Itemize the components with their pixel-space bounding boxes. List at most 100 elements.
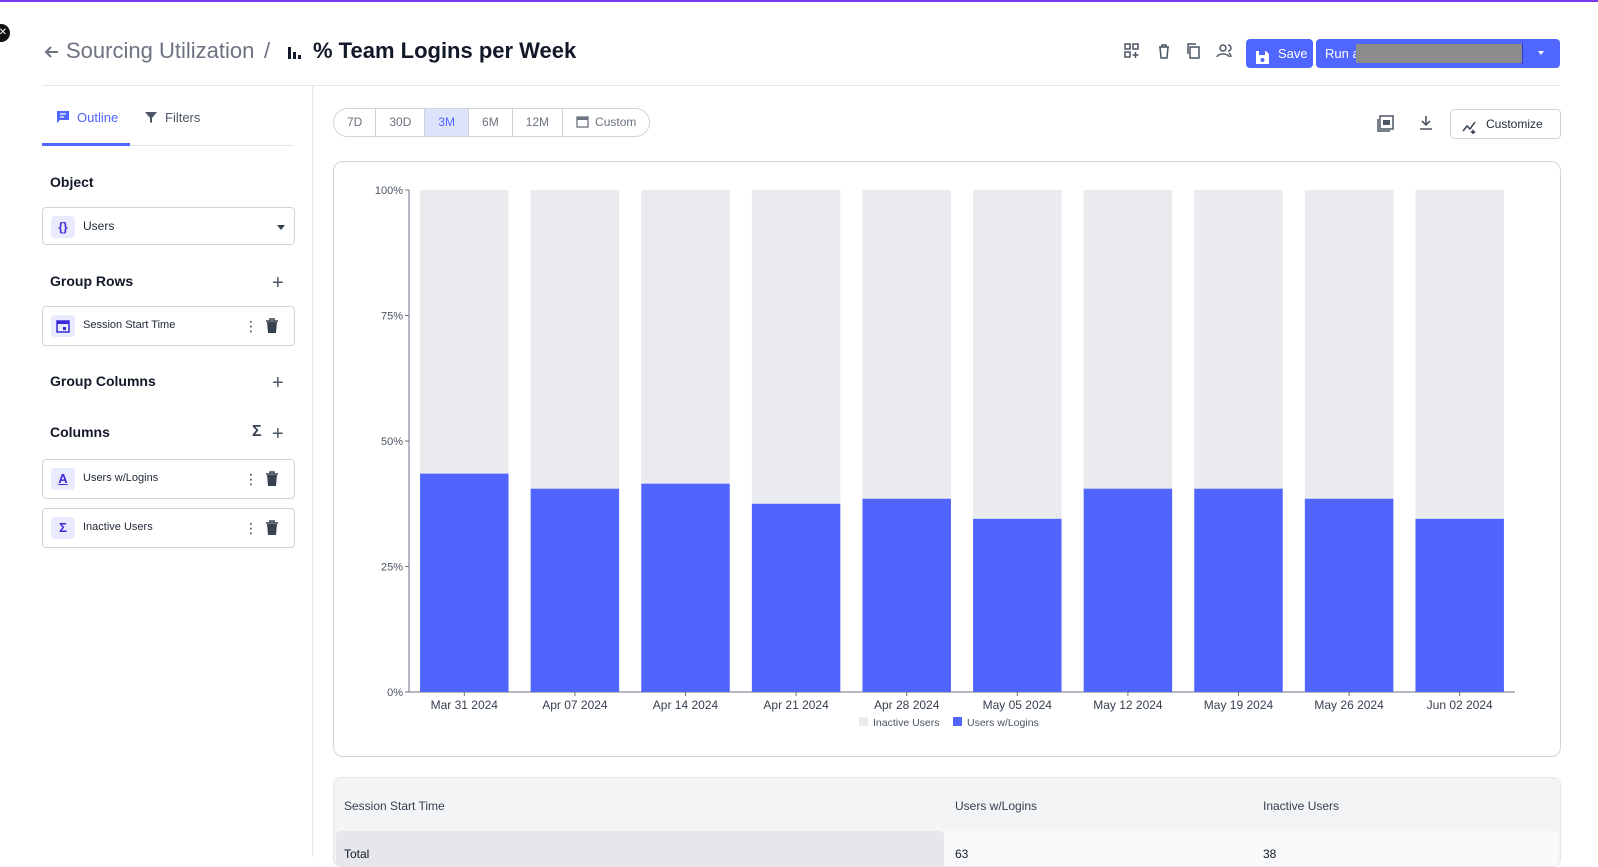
legend-swatch-logins (953, 717, 962, 726)
breadcrumb-separator: / (264, 38, 271, 63)
x-tick-label: May 26 2024 (1314, 698, 1384, 712)
bar-users-logins (1304, 498, 1394, 692)
bar-inactive-users (973, 190, 1062, 519)
more-options-icon[interactable]: ⋮ (244, 520, 258, 536)
chart-card: 0% 25% 50% 75% 100% Mar 31 2024 Apr 07 2024 Apr… (333, 161, 1561, 757)
add-widget-icon[interactable] (1123, 42, 1145, 64)
more-options-icon[interactable]: ⋮ (244, 318, 258, 334)
x-tick-label: Apr 14 2024 (653, 698, 719, 712)
legend-label-inactive: Inactive Users (873, 717, 940, 729)
save-icon (1255, 46, 1270, 64)
delete-icon[interactable] (1155, 42, 1177, 64)
trash-icon[interactable] (265, 520, 279, 536)
sparkle-chart-icon (1462, 116, 1478, 135)
bar-users-logins (420, 473, 509, 692)
group-rows-title: Group Rows (50, 273, 134, 289)
column-header-session-start[interactable]: Session Start Time (344, 799, 445, 813)
bar-inactive-users (862, 190, 951, 499)
bar-inactive-users (530, 190, 620, 489)
run-dropdown-button[interactable]: Run a (1316, 39, 1560, 68)
customize-label: Customize (1486, 117, 1543, 131)
table-cell-bg (336, 831, 944, 866)
bar-inactive-users (641, 190, 730, 484)
text-a-icon: A (51, 468, 75, 490)
bar-users-logins (1083, 488, 1173, 692)
bar-users-logins (641, 483, 730, 692)
tab-outline[interactable]: Outline (55, 108, 131, 148)
table-cell: Total (344, 847, 370, 861)
table-cell: 38 (1263, 847, 1277, 861)
legend-label-logins: Users w/Logins (967, 717, 1039, 729)
breadcrumb-parent[interactable]: Sourcing Utilization (66, 38, 255, 63)
run-divider (1522, 43, 1523, 64)
column-item[interactable]: Σ Inactive Users ⋮ (42, 508, 295, 548)
range-30d[interactable]: 30D (376, 109, 426, 136)
column-label: Inactive Users (83, 521, 153, 533)
outline-icon (55, 109, 71, 125)
x-tick-label: May 12 2024 (1093, 698, 1163, 712)
tab-active-indicator (42, 143, 130, 146)
run-label: Run a (1325, 46, 1360, 61)
y-tick-label: 100% (375, 185, 403, 197)
tab-outline-label: Outline (77, 110, 119, 125)
download-icon[interactable] (1417, 114, 1435, 132)
bar-users-logins (751, 503, 841, 692)
sidebar: Outline Filters Object {} Users Group Ro… (0, 86, 313, 857)
add-column-icon[interactable]: + (272, 423, 284, 445)
customize-button[interactable]: Customize (1450, 109, 1561, 139)
column-header-users-logins[interactable]: Users w/Logins (955, 799, 1038, 813)
range-6m[interactable]: 6M (469, 109, 513, 136)
bar-users-logins (1194, 488, 1283, 692)
share-users-icon[interactable] (1216, 42, 1238, 64)
tab-filters-label: Filters (165, 110, 201, 125)
redacted-mask (1356, 44, 1522, 63)
copy-icon[interactable] (1185, 42, 1207, 64)
column-item[interactable]: A Users w/Logins ⋮ (42, 459, 295, 499)
table-row (336, 831, 1558, 866)
bar-users-logins (973, 518, 1062, 692)
calendar-icon (576, 111, 589, 128)
close-icon[interactable]: ✕ (0, 24, 10, 42)
sigma-icon[interactable]: Σ (252, 423, 262, 440)
add-group-row-icon[interactable]: + (272, 272, 284, 294)
bar-inactive-users (1083, 190, 1173, 489)
back-arrow-icon[interactable] (42, 42, 62, 62)
column-label: Users w/Logins (83, 472, 159, 484)
range-12m[interactable]: 12M (513, 109, 564, 136)
date-range-selector: 7D 30D 3M 6M 12M Custom (333, 108, 651, 137)
column-header-inactive-users[interactable]: Inactive Users (1263, 799, 1340, 813)
y-tick-label: 25% (381, 562, 403, 574)
export-pdf-icon[interactable] (1377, 114, 1395, 132)
x-tick-label: Apr 07 2024 (542, 698, 608, 712)
range-7d[interactable]: 7D (334, 109, 377, 136)
tab-filters[interactable]: Filters (143, 108, 223, 148)
legend-swatch-inactive (859, 717, 868, 726)
more-options-icon[interactable]: ⋮ (244, 471, 258, 487)
object-section-title: Object (50, 174, 94, 190)
range-3m[interactable]: 3M (425, 109, 470, 136)
group-row-label: Session Start Time (83, 319, 176, 331)
object-select-value: Users (83, 219, 115, 233)
bar-inactive-users (1194, 190, 1283, 489)
group-row-item[interactable]: Session Start Time ⋮ (42, 306, 295, 346)
chevron-down-icon[interactable] (1538, 51, 1544, 55)
sigma-icon: Σ (51, 517, 75, 539)
save-label: Save (1278, 46, 1308, 61)
bar-inactive-users (751, 190, 841, 504)
add-group-column-icon[interactable]: + (272, 372, 284, 394)
range-custom[interactable]: Custom (563, 109, 649, 136)
filter-icon (143, 109, 159, 125)
braces-icon: {} (51, 216, 75, 238)
trash-icon[interactable] (265, 471, 279, 487)
bar-inactive-users (1304, 190, 1394, 499)
object-select[interactable]: {} Users (42, 207, 295, 245)
x-tick-label: May 19 2024 (1204, 698, 1274, 712)
bar-inactive-users (1415, 190, 1504, 519)
bar-inactive-users (420, 190, 509, 474)
save-button[interactable]: Save (1246, 39, 1313, 68)
page-header: Sourcing Utilization / % Team Logins per… (0, 0, 1598, 86)
y-tick-label: 50% (381, 436, 403, 448)
x-tick-label: Jun 02 2024 (1427, 698, 1493, 712)
tab-divider (42, 145, 294, 146)
trash-icon[interactable] (265, 318, 279, 334)
